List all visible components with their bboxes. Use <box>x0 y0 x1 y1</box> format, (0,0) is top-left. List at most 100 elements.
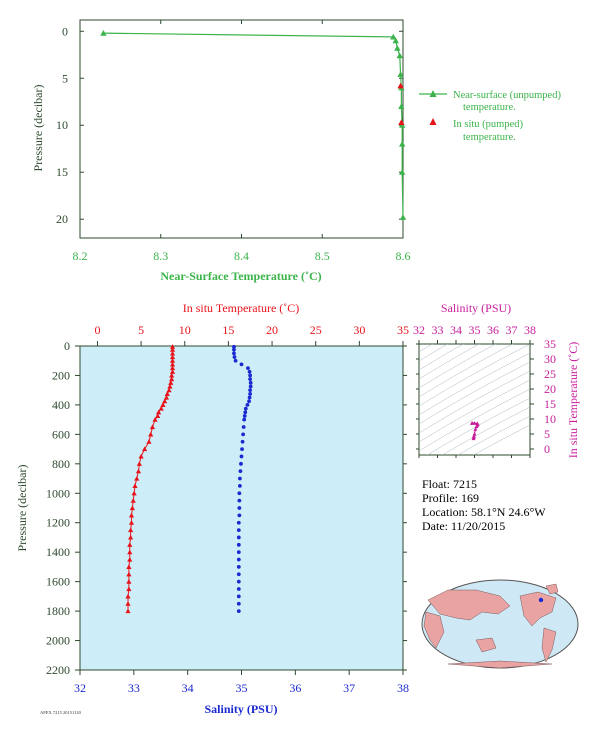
salinity-profile-point <box>232 351 236 356</box>
temperature-profile-point <box>136 461 142 466</box>
map-land <box>423 583 559 669</box>
temperature-tick-label: 35 <box>397 323 409 337</box>
salinity-profile-point <box>236 579 241 584</box>
temperature-profile-point <box>163 394 170 400</box>
pressure-tick-label: 1600 <box>46 575 70 589</box>
map-antarctica <box>447 660 553 669</box>
ts-y-tick-label: 30 <box>544 352 556 366</box>
pressure-tick-label: 1000 <box>46 486 70 500</box>
temperature-profile-point <box>125 608 131 614</box>
x-tick-label: 8.5 <box>315 249 330 263</box>
temperature-profile-point <box>128 512 135 518</box>
temperature-profile-point <box>130 498 136 503</box>
density-contour <box>419 344 464 371</box>
salinity-profile-point <box>236 594 241 599</box>
ts-y-tick-label: 0 <box>544 442 550 456</box>
density-contour <box>419 344 448 362</box>
ts-x-ticks: 32 33 34 35 36 37 38 <box>413 323 536 458</box>
salinity-profile-point <box>239 461 243 466</box>
near-surface-y-ticks: 0 5 10 15 20 <box>56 24 403 226</box>
salinity-profile-point <box>242 417 247 422</box>
temperature-profile-point <box>126 564 132 569</box>
salinity-profile-point <box>236 520 241 525</box>
near-surface-chart: 8.2 8.3 8.4 8.5 8.6 0 5 10 15 20 Near-Surface Te… <box>31 19 561 283</box>
salinity-tick-label: 38 <box>397 681 409 695</box>
temperature-profile-point <box>169 372 175 378</box>
near-surface-temperature-point <box>390 33 397 40</box>
temperature-tick-label: 25 <box>310 323 322 337</box>
temperature-profile-point <box>168 380 174 385</box>
ts-x-tick-label: 32 <box>413 323 425 337</box>
near-surface-series <box>100 29 407 220</box>
ts-point <box>472 421 477 425</box>
temperature-tick-label: 5 <box>138 323 144 337</box>
salinity-profile-point <box>236 572 241 577</box>
temperature-profile-point <box>132 483 138 488</box>
pressure-tick-label: 400 <box>52 398 70 412</box>
near-surface-temperature-point <box>399 214 407 220</box>
salinity-profile-point <box>238 469 243 474</box>
density-contour <box>419 344 480 380</box>
x-tick-label: 8.3 <box>153 249 168 263</box>
salinity-profile-point <box>248 373 253 378</box>
salinity-profile-point <box>248 377 253 382</box>
ts-x-axis-label: Salinity (PSU) <box>441 301 511 315</box>
salinity-profile-point <box>241 432 246 437</box>
near-surface-temperature-point <box>398 169 406 175</box>
salinity-profile-point <box>237 476 242 481</box>
near-surface-x-axis-label: Near-Surface Temperature (˚C) <box>160 269 321 283</box>
pressure-tick-label: 200 <box>52 368 70 382</box>
density-contour <box>419 344 433 353</box>
salinity-profile-point <box>236 601 241 606</box>
y-tick-label: 0 <box>62 24 68 38</box>
profile-pressure-axis-label: Pressure (decibar) <box>15 465 29 552</box>
density-contour <box>419 352 530 416</box>
density-contour <box>419 388 530 452</box>
temperature-profile-point <box>125 593 131 599</box>
salinity-tick-label: 37 <box>343 681 355 695</box>
temperature-profile-point <box>128 534 134 540</box>
ts-series <box>469 421 480 441</box>
y-tick-label: 10 <box>56 118 68 132</box>
ts-point <box>474 424 479 429</box>
temperature-tick-label: 30 <box>353 323 365 337</box>
salinity-profile-point <box>246 366 250 370</box>
legend-pumped-marker <box>429 118 437 125</box>
salinity-profile-point <box>248 380 253 385</box>
density-contour <box>419 370 530 434</box>
near-surface-temperature-point <box>394 44 401 51</box>
temperature-profile-point <box>127 549 133 555</box>
ts-x-tick-label: 33 <box>432 323 444 337</box>
temperature-tick-label: 10 <box>179 323 191 337</box>
x-tick-label: 8.6 <box>396 249 411 263</box>
map-north-america <box>519 591 557 627</box>
salinity-profile-point <box>236 557 241 562</box>
temperature-profile-point <box>146 439 152 444</box>
y-tick-label: 20 <box>56 212 68 226</box>
salinity-tick-label: 36 <box>289 681 301 695</box>
pressure-tick-label: 1200 <box>46 516 70 530</box>
legend-unpumped-line2: temperature. <box>463 102 516 113</box>
x-tick-label: 8.2 <box>73 249 88 263</box>
salinity-profile-point <box>237 491 242 496</box>
footer-id: APEX 7215 20151120 <box>40 710 82 715</box>
near-surface-x-ticks: 8.2 8.3 8.4 8.5 8.6 <box>73 20 411 263</box>
map-eurasia <box>427 589 511 621</box>
salinity-profile-point <box>243 406 248 411</box>
temperature-axis-ticks: 0 5 10 15 20 25 30 35 <box>94 323 409 346</box>
pressure-tick-label: 1800 <box>46 604 70 618</box>
ts-y-tick-label: 5 <box>544 427 550 441</box>
salinity-profile-point <box>236 542 241 547</box>
in-situ-temperature-point <box>397 82 404 89</box>
salinity-tick-label: 32 <box>74 681 86 695</box>
ts-point <box>473 427 478 431</box>
map-australia <box>475 637 497 653</box>
temperature-profile-point <box>169 365 176 371</box>
temperature-profile-point <box>138 453 144 459</box>
salinity-profile-point <box>236 528 241 532</box>
temperature-profile-point <box>128 527 134 533</box>
salinity-profile-point <box>241 425 246 429</box>
temperature-profile-point <box>169 376 175 382</box>
salinity-profile-point <box>240 439 245 444</box>
